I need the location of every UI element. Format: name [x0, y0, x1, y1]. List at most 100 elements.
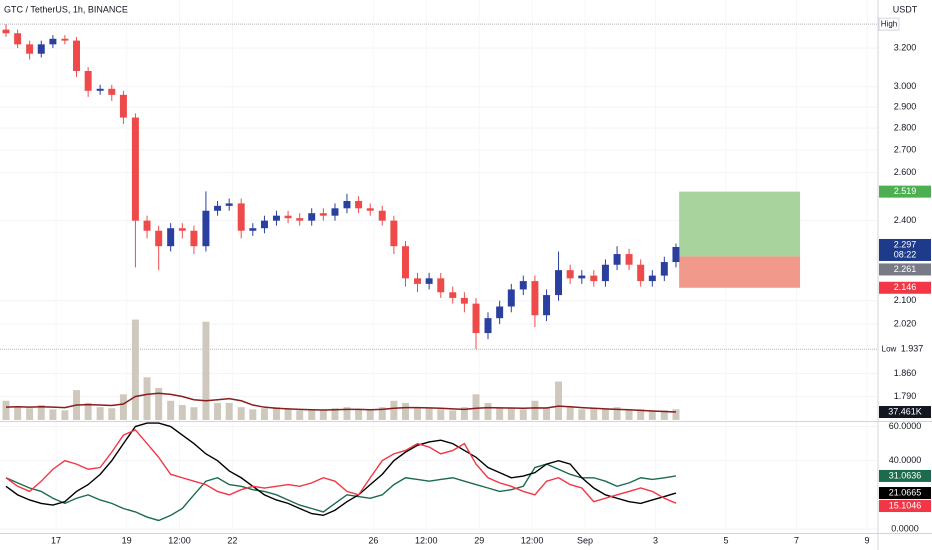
- candle-body: [590, 275, 598, 282]
- volume-bar: [331, 408, 339, 420]
- volume-bar: [637, 409, 645, 420]
- candle-body: [402, 246, 409, 279]
- oscillator-line: [5, 422, 677, 517]
- last-price-badge: 2.297: [894, 239, 917, 249]
- volume-bar: [672, 409, 680, 420]
- x-tick-label: 5: [724, 535, 729, 545]
- x-tick-label: 7: [794, 535, 799, 545]
- volume-bar: [390, 400, 398, 420]
- candle-body: [555, 270, 563, 296]
- candle-body: [625, 254, 633, 265]
- loss-zone: [679, 256, 801, 288]
- x-tick-label: 26: [368, 535, 378, 545]
- candle-body: [637, 264, 645, 282]
- y-tick-label: 2.900: [894, 102, 917, 112]
- candle-body: [390, 220, 398, 247]
- volume-bar: [578, 409, 586, 420]
- candle-body: [343, 200, 351, 209]
- candle-body: [543, 295, 551, 316]
- volume-bar: [178, 405, 186, 420]
- volume-bar: [484, 402, 492, 420]
- candle-body: [425, 278, 433, 284]
- candle-body: [378, 210, 386, 221]
- target-badge: 2.519: [894, 186, 917, 196]
- candle-body: [167, 228, 175, 247]
- x-tick-label: 22: [227, 535, 237, 545]
- candle-body: [14, 33, 22, 45]
- candle-body: [355, 200, 363, 209]
- candle-body: [2, 29, 10, 34]
- volume-bar: [366, 410, 374, 420]
- candle-body: [284, 215, 292, 219]
- candle-body: [249, 228, 257, 231]
- x-tick-label: 19: [122, 535, 132, 545]
- profit-zone: [679, 191, 801, 257]
- candle-body: [472, 303, 480, 334]
- currency-label: USDT: [893, 4, 918, 14]
- low-value: 1.937: [901, 344, 924, 354]
- x-tick-label: 9: [865, 535, 870, 545]
- volume-ma-badge-bg: [879, 405, 931, 418]
- volume-bar: [449, 410, 457, 420]
- volume-bar: [26, 408, 34, 420]
- volume-bar: [37, 405, 45, 420]
- candle-body: [37, 44, 45, 54]
- volume-bar: [155, 387, 163, 420]
- candle-body: [460, 297, 468, 304]
- entry-badge: 2.261: [894, 264, 917, 274]
- plot-area: [0, 23, 878, 530]
- volume-bar: [648, 411, 656, 420]
- x-tick-label: 29: [474, 535, 484, 545]
- candle-body: [61, 38, 69, 41]
- candle-body: [601, 264, 609, 282]
- candle-body: [413, 278, 421, 284]
- volume-bar: [566, 407, 574, 420]
- volume-bar: [214, 402, 222, 420]
- last-price-badge-bg: [879, 238, 931, 261]
- candle-body: [578, 275, 586, 279]
- volume-bar: [119, 394, 127, 420]
- volume-bar: [402, 402, 409, 420]
- y-tick-label: 2.600: [894, 167, 917, 177]
- low-label: Low: [882, 344, 897, 353]
- x-tick-label: 12:00: [521, 535, 544, 545]
- volume-bar: [61, 410, 69, 420]
- volume-bar: [460, 407, 468, 420]
- candle-body: [131, 117, 139, 221]
- candle-body: [613, 254, 621, 265]
- candle-body: [73, 40, 81, 72]
- volume-bar: [237, 407, 245, 420]
- volume-bar: [284, 409, 292, 420]
- candle-body: [214, 205, 222, 211]
- y-tick-label: 3.000: [894, 81, 917, 91]
- candle-body: [366, 208, 374, 211]
- high-label: High: [881, 19, 897, 28]
- volume-bar: [519, 409, 527, 420]
- oscillator-badge-bg: [879, 500, 931, 513]
- volume-bar: [296, 410, 304, 420]
- entry-badge-bg: [879, 263, 931, 276]
- candle-body: [648, 275, 656, 282]
- candle-body: [496, 306, 504, 319]
- x-tick-label: 3: [653, 535, 658, 545]
- y-tick-label: 2.700: [894, 144, 917, 154]
- volume-bar: [167, 400, 175, 420]
- y-tick-label: 1.790: [894, 391, 917, 401]
- volume-bar: [355, 409, 363, 420]
- volume-bar: [14, 407, 22, 420]
- y-tick-label: 1.860: [894, 368, 917, 378]
- y-tick-label: 3.200: [894, 42, 917, 52]
- candle-body: [225, 203, 233, 206]
- candle-body: [237, 203, 245, 231]
- x-tick-label: 12:00: [415, 535, 438, 545]
- volume-bar: [202, 321, 210, 420]
- oscillator-badge-bg: [879, 487, 931, 500]
- x-tick-label: 12:00: [168, 535, 191, 545]
- volume-bar: [260, 408, 268, 420]
- candle-body: [507, 289, 515, 307]
- stop-badge-bg: [879, 281, 931, 294]
- oscillator-badge: 15.1046: [889, 500, 922, 510]
- volume-bar: [496, 407, 504, 420]
- oscillator-badge: 21.0665: [889, 487, 922, 497]
- oscillator-badge-bg: [879, 469, 931, 482]
